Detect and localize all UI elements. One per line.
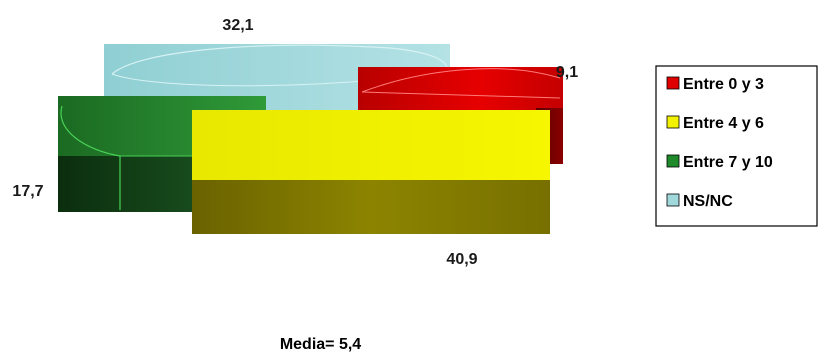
legend-item-entre-0-y-3: Entre 0 y 3 — [666, 76, 764, 93]
legend-swatch-ns-nc — [666, 193, 680, 207]
legend-label-entre-4-y-6: Entre 4 y 6 — [683, 115, 764, 132]
data-label-entre-7-y-10: 17,7 — [12, 183, 43, 200]
legend-swatch-entre-7-y-10 — [666, 154, 680, 168]
media-text: Media= 5,4 — [279, 336, 362, 353]
legend-label-entre-7-y-10: Entre 7 y 10 — [683, 154, 773, 171]
data-label-entre-4-y-6: 40,9 — [446, 251, 477, 268]
legend: Entre 0 y 3 Entre 4 y 6 Entre 7 y 10 NS/… — [655, 65, 818, 227]
media-annotation: Media= 5,4 — [0, 336, 821, 354]
data-label-ns-nc: 32,1 — [222, 17, 253, 34]
slice-entre-4-y-6 — [192, 110, 550, 234]
legend-label-entre-0-y-3: Entre 0 y 3 — [683, 76, 764, 93]
data-label-entre-0-y-3: 9,1 — [556, 64, 578, 81]
legend-swatch-entre-4-y-6 — [666, 115, 680, 129]
legend-item-entre-4-y-6: Entre 4 y 6 — [666, 115, 764, 132]
legend-swatch-entre-0-y-3 — [666, 76, 680, 90]
legend-label-ns-nc: NS/NC — [683, 193, 733, 210]
legend-item-ns-nc: NS/NC — [666, 193, 733, 210]
legend-item-entre-7-y-10: Entre 7 y 10 — [666, 154, 773, 171]
